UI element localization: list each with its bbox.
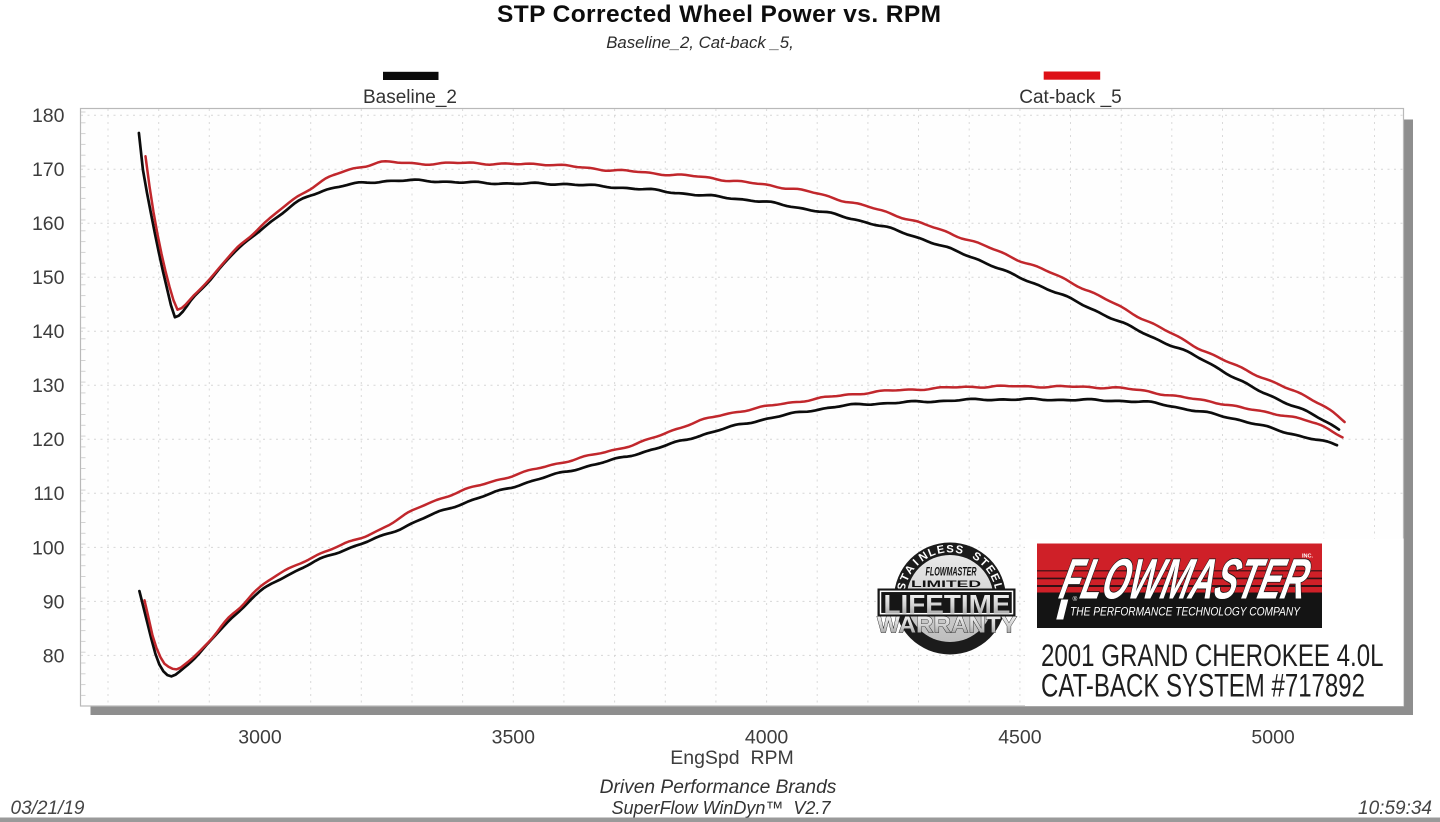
svg-text:S: S — [954, 544, 964, 557]
svg-text:®: ® — [1073, 595, 1078, 603]
svg-text:S: S — [896, 581, 910, 592]
svg-text:90: 90 — [43, 591, 65, 613]
svg-text:Cat-back _5: Cat-back _5 — [1019, 87, 1121, 108]
svg-text:170: 170 — [32, 159, 65, 181]
svg-text:140: 140 — [32, 321, 65, 343]
svg-text:120: 120 — [32, 429, 65, 451]
svg-text:150: 150 — [32, 267, 65, 289]
svg-text:THE PERFORMANCE TECHNOLOGY COM: THE PERFORMANCE TECHNOLOGY COMPANY — [1070, 607, 1301, 619]
svg-text:4500: 4500 — [998, 727, 1042, 749]
svg-text:110: 110 — [33, 483, 64, 505]
svg-text:INC.: INC. — [1302, 554, 1313, 560]
svg-text:CAT-BACK SYSTEM #717892: CAT-BACK SYSTEM #717892 — [1041, 667, 1365, 703]
svg-text:5000: 5000 — [1251, 727, 1295, 749]
svg-text:130: 130 — [32, 375, 65, 397]
svg-text:160: 160 — [32, 213, 65, 235]
svg-text:T: T — [899, 572, 913, 583]
svg-text:4000: 4000 — [745, 727, 789, 749]
svg-text:FLOWMASTER: FLOWMASTER — [1054, 548, 1316, 611]
svg-text:I: I — [911, 557, 922, 568]
svg-text:10:59:34: 10:59:34 — [1358, 798, 1432, 819]
svg-text:LIMITED: LIMITED — [911, 579, 981, 589]
svg-text:FLOWMASTER: FLOWMASTER — [926, 567, 977, 579]
svg-text:03/21/19: 03/21/19 — [11, 798, 85, 819]
svg-text:Baseline_2: Baseline_2 — [363, 87, 457, 108]
svg-text:EngSpd RPM: EngSpd RPM — [670, 747, 794, 769]
svg-text:S: S — [946, 543, 954, 555]
svg-text:Baseline_2, Cat-back _5,: Baseline_2, Cat-back _5, — [606, 33, 794, 52]
svg-text:3000: 3000 — [238, 727, 282, 749]
svg-text:E: E — [936, 544, 946, 557]
svg-text:3500: 3500 — [492, 727, 536, 749]
svg-text:L: L — [926, 546, 937, 560]
svg-text:WARRANTY: WARRANTY — [877, 612, 1017, 638]
svg-text:L: L — [991, 582, 1004, 592]
svg-text:LIFETIME: LIFETIME — [884, 590, 1011, 620]
svg-text:Driven Performance Brands: Driven Performance Brands — [600, 777, 837, 798]
svg-text:SuperFlow WinDyn™ V2.7: SuperFlow WinDyn™ V2.7 — [612, 798, 832, 818]
svg-text:STP Corrected Wheel Power vs.: STP Corrected Wheel Power vs. RPM — [497, 1, 941, 28]
svg-text:100: 100 — [32, 537, 65, 559]
svg-text:180: 180 — [32, 105, 65, 127]
svg-text:2001 GRAND CHEROKEE 4.0L: 2001 GRAND CHEROKEE 4.0L — [1041, 637, 1384, 673]
svg-text:80: 80 — [43, 645, 65, 667]
